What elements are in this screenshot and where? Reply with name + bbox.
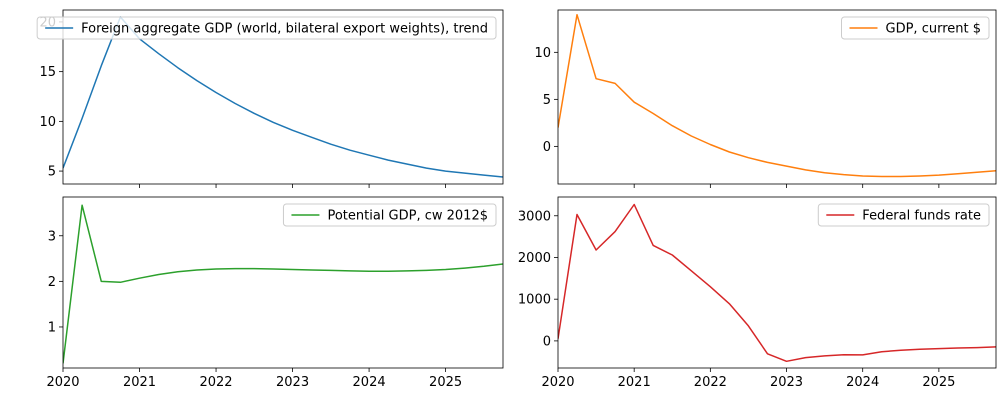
x-tick-label: 2021 xyxy=(123,375,156,390)
legend-box xyxy=(817,203,990,227)
legend: Federal funds rate xyxy=(817,203,990,227)
y-tick-label: 1 xyxy=(48,320,56,335)
subplot-3: 2020 2021 2022 2023 2024 2025 1 2 3 Potential GDP… xyxy=(46,196,504,390)
legend: GDP, current $ xyxy=(841,16,990,40)
series-line-1 xyxy=(63,16,503,178)
y-tick-label: 10 xyxy=(534,46,551,61)
axes-frame xyxy=(62,196,504,369)
x-tick-label: 2023 xyxy=(770,375,803,390)
legend: Foreign aggregate GDP (world, bilateral … xyxy=(36,16,497,40)
subplot-1: 5101520Foreign aggregate GDP (world, bil… xyxy=(36,9,504,188)
legend-label: Federal funds rate xyxy=(862,209,981,224)
legend: Potential GDP, cw 2012$ xyxy=(282,203,497,227)
y-tick-label: 10 xyxy=(39,115,56,130)
series-line-1 xyxy=(558,203,996,363)
y-tick-label: 3000 xyxy=(518,209,551,224)
x-tick-label: 2024 xyxy=(353,375,386,390)
series-line-1 xyxy=(63,204,503,364)
axes-frame xyxy=(557,196,997,369)
x-tick-label: 2023 xyxy=(276,375,309,390)
y-tick-label: 3 xyxy=(48,229,56,244)
legend-box xyxy=(36,16,497,40)
legend-label: GDP, current $ xyxy=(886,22,982,37)
series-line-1 xyxy=(558,13,996,178)
x-tick-label: 2022 xyxy=(694,375,727,390)
y-tick-label: 0 xyxy=(543,140,551,155)
x-tick-label: 2022 xyxy=(199,375,232,390)
x-tick-label: 2024 xyxy=(846,375,879,390)
x-tick-label: 2021 xyxy=(618,375,651,390)
y-tick-label: 2 xyxy=(48,275,56,290)
y-tick-label: 5 xyxy=(543,93,551,108)
y-tick-label: 1000 xyxy=(518,293,551,308)
y-tick-label: 5 xyxy=(48,165,56,180)
axes-frame xyxy=(557,9,997,185)
legend-box xyxy=(841,16,990,40)
y-tick-label: 2000 xyxy=(518,251,551,266)
subplot-2: 0 5 10 GDP, current $ xyxy=(534,9,997,188)
legend-label: Potential GDP, cw 2012$ xyxy=(327,209,488,224)
x-tick-label: 2020 xyxy=(46,375,79,390)
x-tick-label: 2020 xyxy=(541,375,574,390)
legend-label: Foreign aggregate GDP (world, bilateral … xyxy=(81,22,488,37)
y-tick-label: 15 xyxy=(39,65,56,80)
y-tick-label: 0 xyxy=(543,334,551,349)
x-tick-label: 2025 xyxy=(429,375,462,390)
legend-box xyxy=(282,203,497,227)
axes-frame xyxy=(62,9,504,185)
subplot-4: 2020 2021 2022 2023 2024 2025 0 1000 2000 3000 Fed… xyxy=(518,196,997,390)
x-tick-label: 2025 xyxy=(922,375,955,390)
